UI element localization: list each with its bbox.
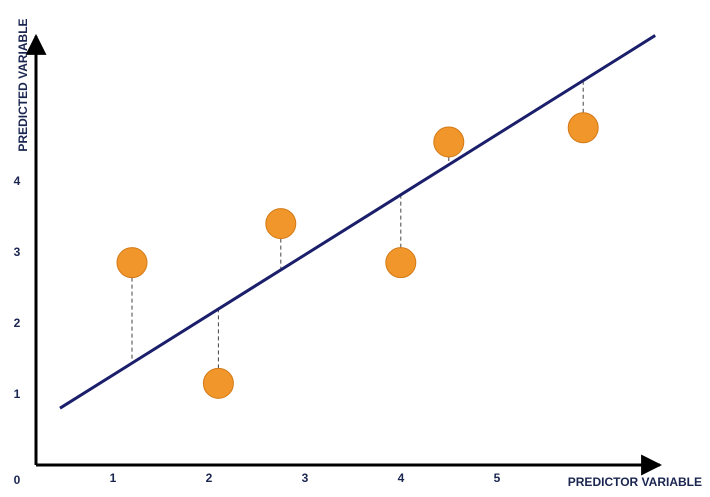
x-tick-label: 1 [110,471,117,485]
origin-label: 0 [14,473,21,487]
y-tick-label: 3 [14,245,21,259]
y-tick-label: 4 [14,174,21,188]
regression-line [59,34,656,410]
x-tick-label: 5 [494,471,501,485]
axis-titles: PREDICTOR VARIABLE PREDICTED VARIABLE 0 [14,18,702,489]
data-points [116,112,599,399]
tick-labels: 1 2 3 4 5 1 2 3 4 [14,174,501,485]
x-tick-label: 2 [206,471,213,485]
data-point [567,112,599,144]
regression-line-group [59,34,656,410]
residual-lines [131,80,584,369]
x-axis-title: PREDICTOR VARIABLE [568,475,702,489]
data-point [116,247,148,279]
data-point [385,247,417,279]
x-tick-label: 3 [302,471,309,485]
y-tick-label: 2 [14,316,21,330]
x-tick-label: 4 [398,471,405,485]
y-axis-title: PREDICTED VARIABLE [16,18,30,151]
data-point [433,126,465,158]
data-point [265,208,297,240]
data-point [202,367,234,399]
axes [25,33,663,476]
y-tick-label: 1 [14,387,21,401]
